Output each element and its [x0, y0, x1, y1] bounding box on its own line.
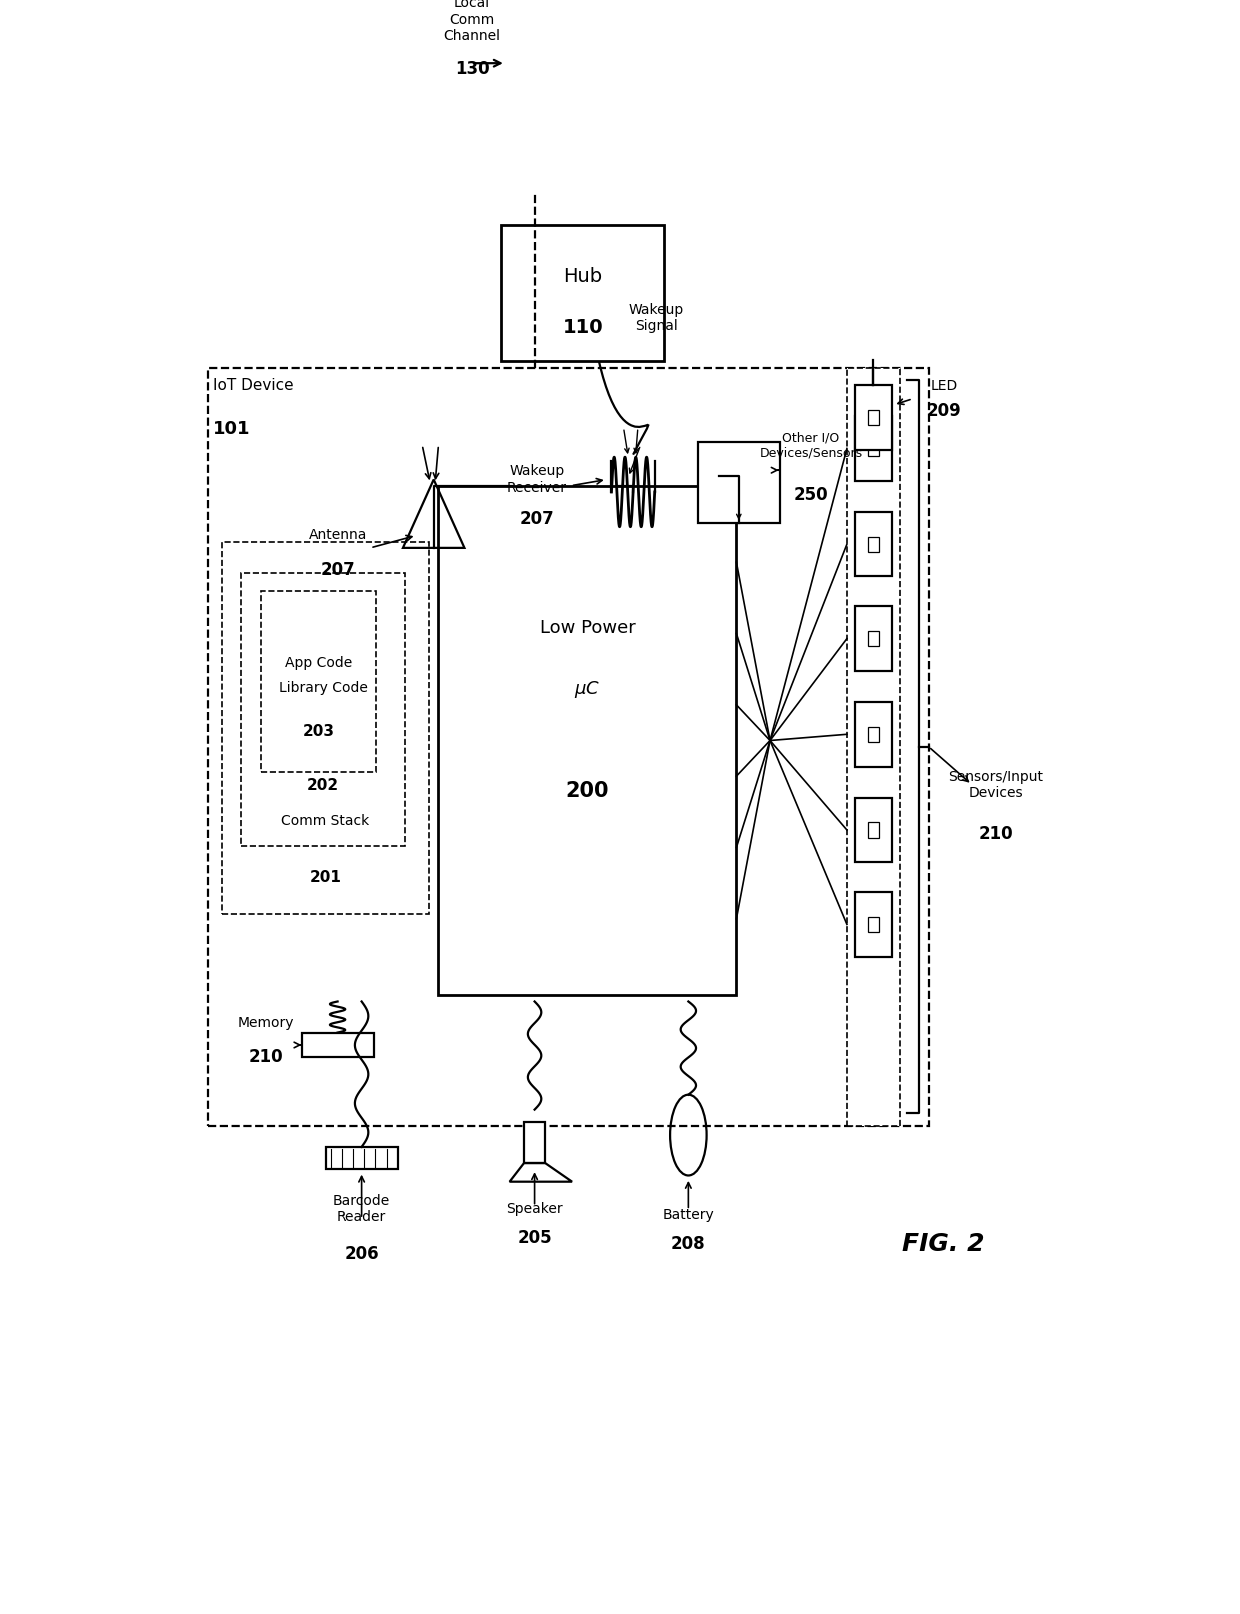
Bar [868, 631, 879, 646]
Bar [847, 368, 900, 1127]
Bar [260, 591, 376, 771]
Bar [856, 797, 892, 862]
Text: 208: 208 [671, 1235, 706, 1252]
Text: 207: 207 [320, 562, 355, 579]
Bar [222, 542, 429, 915]
Text: Battery: Battery [662, 1209, 714, 1222]
Text: Hub: Hub [563, 268, 603, 286]
Text: 205: 205 [517, 1228, 552, 1246]
Bar [868, 536, 879, 552]
Bar [242, 573, 404, 846]
Text: 110: 110 [562, 318, 603, 337]
Bar [525, 1122, 546, 1164]
Bar [301, 1033, 373, 1057]
Bar [868, 410, 879, 424]
Text: 101: 101 [213, 420, 250, 437]
Bar [868, 823, 879, 838]
Bar [868, 726, 879, 742]
Text: 210: 210 [978, 825, 1013, 844]
Text: 202: 202 [308, 778, 340, 794]
Text: $\mu$C: $\mu$C [574, 679, 600, 700]
Bar [868, 917, 879, 931]
Text: Comm Stack: Comm Stack [281, 815, 370, 828]
Text: 207: 207 [520, 510, 554, 528]
Text: Speaker: Speaker [506, 1202, 563, 1215]
Bar [856, 386, 892, 450]
Bar [698, 442, 780, 523]
Text: App Code: App Code [285, 657, 352, 670]
Text: Memory: Memory [237, 1015, 294, 1030]
Bar [856, 416, 892, 481]
Text: Wakeup
Signal: Wakeup Signal [629, 303, 684, 332]
Text: 201: 201 [310, 870, 341, 884]
Text: Low Power: Low Power [539, 620, 635, 638]
Text: 203: 203 [303, 725, 335, 739]
Bar [326, 1148, 398, 1169]
Bar [856, 607, 892, 671]
Text: 200: 200 [565, 781, 609, 802]
Text: LED: LED [931, 379, 959, 394]
Text: 250: 250 [794, 486, 828, 504]
Text: Sensors/Input
Devices: Sensors/Input Devices [949, 770, 1043, 799]
Bar [208, 368, 929, 1127]
Text: Barcode
Reader: Barcode Reader [334, 1194, 391, 1223]
Text: FIG. 2: FIG. 2 [901, 1231, 985, 1256]
Text: Antenna: Antenna [309, 528, 367, 542]
Text: 206: 206 [345, 1244, 379, 1262]
Bar [856, 512, 892, 576]
Text: IoT Device: IoT Device [213, 378, 294, 392]
Text: Library Code: Library Code [279, 681, 367, 694]
Bar [501, 224, 665, 362]
Text: 210: 210 [248, 1049, 283, 1067]
Bar [856, 702, 892, 767]
Text: 130: 130 [455, 60, 490, 79]
Text: Other I/O
Devices/Sensors: Other I/O Devices/Sensors [759, 431, 863, 460]
Text: 209: 209 [928, 402, 962, 420]
Bar [856, 893, 892, 957]
Bar [439, 486, 737, 996]
Text: Local
Comm
Channel: Local Comm Channel [444, 0, 501, 44]
Bar [868, 441, 879, 457]
Text: Wakeup
Receiver: Wakeup Receiver [507, 465, 567, 494]
